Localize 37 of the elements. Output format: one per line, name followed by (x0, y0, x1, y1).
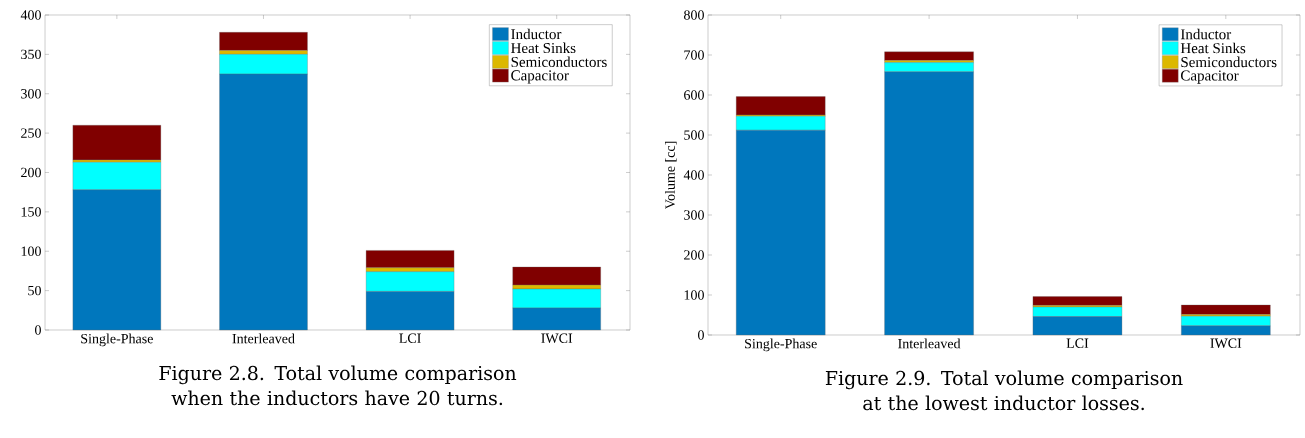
legend-label: Capacitor (1181, 70, 1239, 84)
legend-label: Heat Sinks (511, 42, 576, 54)
y-tick-label: 300 (21, 89, 41, 99)
y-tick-label: 50 (28, 285, 41, 296)
legend-label: Semiconductors (1181, 56, 1277, 68)
y-tick-label: 600 (684, 90, 704, 100)
caption: Figure 2.8. Total volume comparison when the inductors have 20 turns. (159, 365, 517, 406)
y-axis-title: Volume [cc] (665, 141, 677, 210)
legend-label: Inductor (1180, 28, 1232, 40)
y-tick-label: 400 (683, 170, 704, 180)
x-tick-label: Interleaved (232, 333, 295, 344)
legend-label: Semiconductors (511, 56, 607, 68)
y-tick-label: 200 (21, 167, 41, 178)
y-tick-label: 0 (698, 330, 704, 340)
x-tick-label: IWCI (541, 333, 573, 344)
x-tick-label: IWCI (1210, 338, 1242, 349)
y-tick-label: 800 (684, 10, 704, 20)
y-tick-label: 250 (21, 128, 41, 138)
x-tick-label: Single-Phase (81, 333, 153, 347)
caption: Figure 2.9. Total volume comparison at the lowest inductor losses. (825, 370, 1183, 411)
x-tick-label: Interleaved (898, 338, 961, 349)
y-tick-label: 100 (21, 246, 41, 256)
x-tick-label: Single-Phase (745, 338, 817, 352)
legend-label: Heat Sinks (1180, 42, 1246, 54)
legend-label: Inductor (511, 28, 562, 40)
y-tick-label: 0 (35, 325, 41, 335)
legend-label: Capacitor (511, 70, 569, 84)
y-tick-label: 200 (684, 250, 704, 260)
x-tick-label: LCI (1066, 338, 1089, 348)
y-tick-label: 350 (21, 49, 41, 60)
y-tick-label: 150 (21, 207, 41, 217)
x-tick-label: LCI (399, 333, 421, 343)
y-tick-label: 400 (20, 10, 41, 20)
y-tick-label: 700 (684, 50, 704, 60)
y-tick-label: 100 (684, 290, 704, 300)
y-tick-label: 300 (684, 210, 704, 220)
y-tick-label: 500 (684, 130, 704, 140)
